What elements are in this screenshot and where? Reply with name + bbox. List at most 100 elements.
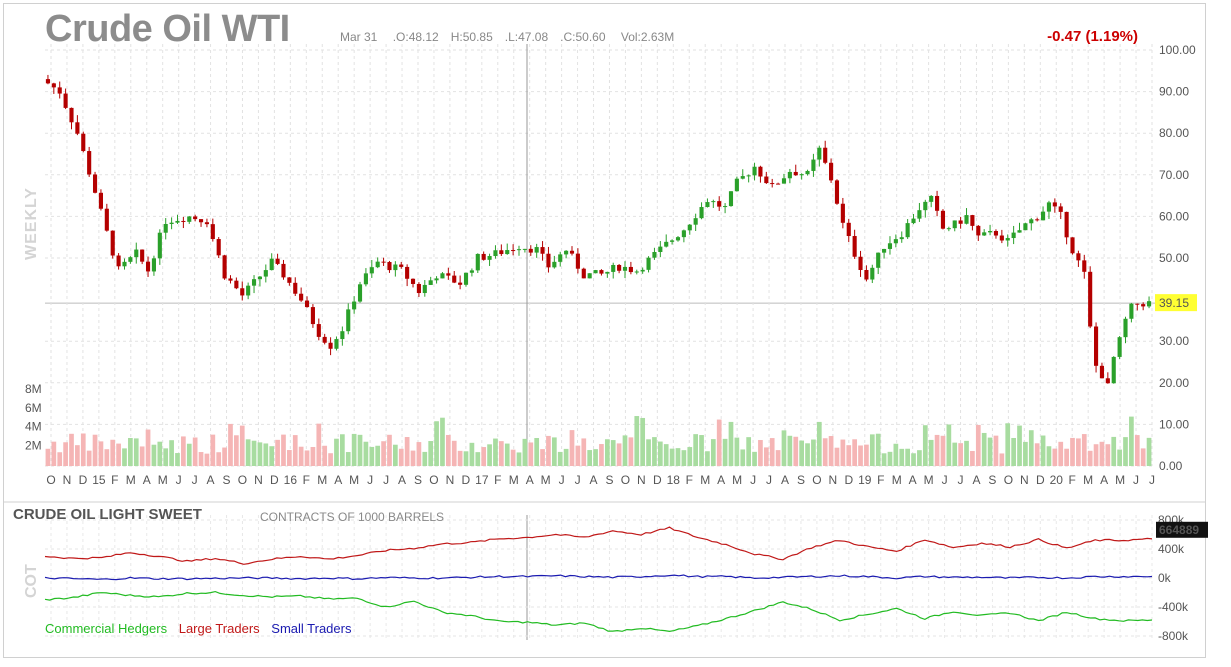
x-tick-label: M	[126, 473, 136, 487]
x-tick-label: M	[158, 473, 168, 487]
price-candle	[116, 255, 121, 267]
volume-bar	[57, 452, 63, 466]
volume-bar	[958, 443, 963, 466]
volume-bar	[622, 435, 628, 466]
x-tick-label: O	[238, 473, 247, 487]
price-candle	[511, 250, 516, 252]
volume-bar	[852, 439, 857, 466]
price-candle	[452, 275, 457, 283]
volume-bar	[811, 439, 816, 466]
price-candle	[593, 270, 598, 274]
x-tick-label: N	[63, 473, 72, 487]
x-tick-label: D	[79, 473, 88, 487]
x-tick-label: 19	[858, 473, 872, 487]
volume-bar	[551, 437, 557, 466]
volume-bar	[881, 453, 887, 466]
volume-bar	[869, 434, 875, 466]
price-candle	[546, 253, 551, 268]
volume-bar	[86, 450, 92, 466]
price-candle	[310, 307, 315, 325]
x-tick-label: F	[494, 473, 501, 487]
price-candle	[823, 147, 828, 163]
price-candle	[322, 336, 327, 343]
volume-bar	[628, 437, 634, 466]
volume-bar	[663, 444, 669, 466]
volume-bar	[463, 451, 469, 466]
price-candle	[375, 261, 380, 268]
cot-series-line	[44, 590, 1153, 633]
volume-bar	[1099, 441, 1105, 466]
volume-bar	[905, 448, 910, 466]
cot-axis-label: -800k	[1158, 629, 1189, 643]
ohlc-open: .O:48.12	[392, 30, 439, 44]
x-tick-label: O	[46, 473, 55, 487]
price-candle	[446, 273, 451, 276]
volume-bar	[198, 452, 204, 466]
ohlc-high: H:50.85	[450, 30, 493, 44]
volume-bar	[1123, 437, 1128, 466]
price-candle	[475, 253, 480, 271]
price-candle	[917, 210, 922, 219]
volume-bar	[657, 441, 663, 466]
volume-bar	[557, 451, 563, 466]
volume-bar	[640, 417, 646, 466]
volume-bar	[964, 440, 969, 466]
price-candle	[911, 218, 916, 224]
price-candle	[393, 264, 398, 271]
volume-bar	[186, 443, 192, 466]
volume-axis-label: 6M	[25, 401, 42, 415]
volume-bar	[616, 443, 622, 466]
price-axis-label: 80.00	[1159, 126, 1189, 140]
price-candle	[163, 223, 168, 233]
price-candle	[328, 342, 333, 349]
price-candle	[410, 278, 416, 284]
price-candle	[1076, 253, 1081, 261]
price-axis-label: 100.00	[1159, 43, 1196, 57]
price-candle	[357, 284, 363, 302]
volume-bar	[487, 444, 492, 466]
volume-bar	[169, 440, 174, 466]
volume-bar	[1046, 446, 1052, 466]
x-tick-label: O	[621, 473, 630, 487]
price-candle	[275, 258, 280, 264]
price-candle	[799, 174, 804, 176]
price-candle	[758, 166, 763, 177]
volume-bar	[416, 442, 422, 466]
volume-bar	[122, 448, 127, 466]
x-tick-label: A	[972, 473, 980, 487]
price-candle	[1088, 271, 1093, 327]
volume-bar	[387, 434, 392, 466]
volume-bar	[310, 446, 316, 466]
x-tick-label: A	[398, 473, 406, 487]
volume-bar	[793, 436, 799, 466]
x-tick-label: J	[383, 473, 389, 487]
price-candle	[776, 183, 781, 185]
volume-bar	[322, 445, 328, 466]
x-tick-label: J	[367, 473, 373, 487]
x-tick-label: J	[192, 473, 198, 487]
price-candle	[352, 301, 357, 310]
volume-bar	[781, 430, 787, 466]
price-candle	[481, 253, 486, 260]
price-candle	[528, 248, 533, 253]
price-candle	[734, 178, 739, 192]
legend-small: Small Traders	[271, 621, 352, 636]
price-candle	[405, 266, 410, 279]
volume-bar	[858, 445, 863, 466]
volume-bar	[652, 437, 657, 466]
price-candle	[87, 151, 92, 175]
price-candle	[675, 237, 681, 241]
volume-bar	[528, 442, 534, 466]
volume-bar	[1011, 437, 1016, 466]
price-candle	[634, 271, 639, 273]
volume-bar	[546, 435, 551, 466]
price-candle	[416, 283, 421, 294]
volume-bar	[363, 441, 369, 466]
x-tick-label: O	[429, 473, 438, 487]
price-candle	[169, 222, 174, 224]
volume-bar	[92, 434, 98, 466]
price-candle	[952, 220, 957, 229]
x-tick-label: J	[1149, 473, 1155, 487]
volume-bar	[175, 453, 180, 466]
